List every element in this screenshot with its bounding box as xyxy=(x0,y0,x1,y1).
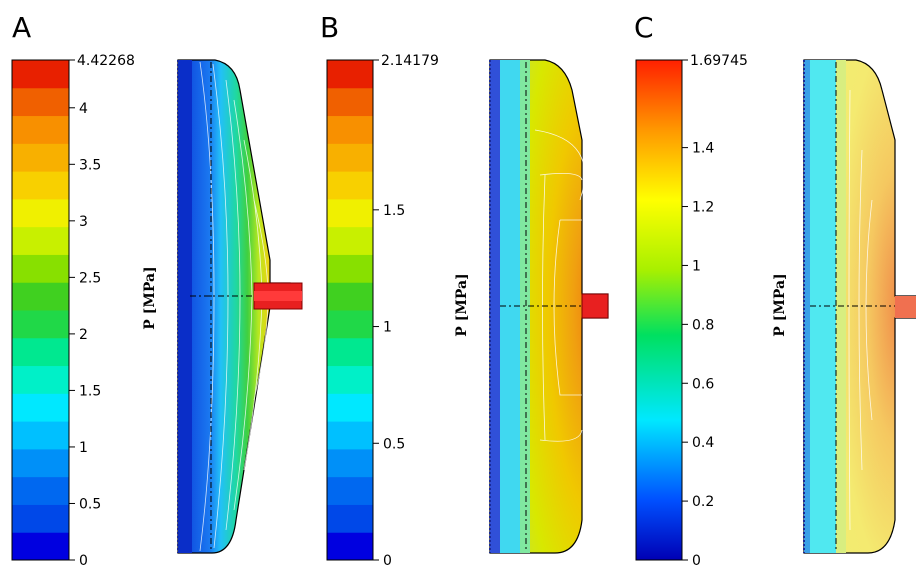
axis-label-a: P [MPa] xyxy=(142,266,158,329)
axis-label-b: P [MPa] xyxy=(454,273,470,336)
colorbar-frame xyxy=(326,59,374,561)
colorbar-step xyxy=(12,282,69,311)
colorbar-step xyxy=(327,282,373,311)
colorbar-step xyxy=(12,115,69,144)
colorbar-tick-label: 2 xyxy=(79,327,88,343)
colorbar-step xyxy=(327,365,373,394)
colorbar-step xyxy=(12,254,69,283)
colorbar-step xyxy=(12,310,69,339)
colorbar-step xyxy=(327,532,373,561)
colorbar-tick-label: 3.5 xyxy=(79,157,101,173)
colorbar-step xyxy=(327,87,373,117)
colorbar-tick-label: 0 xyxy=(692,553,701,569)
colorbar-step xyxy=(327,254,373,283)
colorbar-step xyxy=(327,198,373,228)
colorbar-step xyxy=(12,365,69,394)
colorbar-step xyxy=(12,393,69,422)
colorbar-step xyxy=(12,421,69,450)
colorbar-tick-label: 1 xyxy=(79,440,88,456)
colorbar-tick-label: 0.5 xyxy=(383,436,405,452)
pressure-map-b xyxy=(489,59,609,554)
colorbar-step xyxy=(327,115,373,144)
colorbar-tick-label: 0 xyxy=(383,553,392,569)
axis-label-c: P [MPa] xyxy=(772,273,788,336)
colorbar-step xyxy=(327,421,373,450)
colorbar-step xyxy=(12,337,69,367)
colorbar-step xyxy=(327,310,373,339)
panel-letter-a: A xyxy=(12,11,31,44)
colorbar-b: 2.14179 0 0.5 1 1.5 xyxy=(326,53,439,569)
panel-letter-c: C xyxy=(634,11,654,44)
colorbar-tick-label: 3 xyxy=(79,214,88,230)
colorbar-tick-label: 0.8 xyxy=(692,317,714,333)
colorbar-tick-label: 0.4 xyxy=(692,435,714,451)
pressure-map-c xyxy=(803,59,916,554)
colorbar-step xyxy=(12,143,69,172)
colorbar-tick-label: 0.5 xyxy=(79,496,101,512)
colorbar-step xyxy=(327,393,373,422)
colorbar-step xyxy=(12,532,69,561)
colorbar-c: 1.69745 0 0.2 0.4 0.6 0.8 1 1.2 1.4 xyxy=(635,53,748,569)
colorbar-step xyxy=(12,226,69,255)
colorbar-tick-label: 0 xyxy=(79,553,88,569)
colorbar-step xyxy=(327,504,373,533)
colorbar-frame xyxy=(11,59,70,561)
colorbar-tick-label: 1.4 xyxy=(692,141,714,157)
colorbar-step xyxy=(12,60,69,89)
colorbar-tick-label: 0.6 xyxy=(692,376,714,392)
colorbar-tick-label: 1.5 xyxy=(79,383,101,399)
colorbar-tick-label: 2.5 xyxy=(79,270,101,286)
colorbar-step xyxy=(327,60,373,89)
colorbar-step xyxy=(327,448,373,478)
colorbar-tick-label: 1.2 xyxy=(692,200,714,216)
panel-letter-b: B xyxy=(320,11,339,44)
colorbar-step xyxy=(12,504,69,533)
colorbar-max-label: 1.69745 xyxy=(690,53,748,69)
colorbar-step xyxy=(327,337,373,367)
colorbar-tick-label: 4 xyxy=(79,101,88,117)
colorbar-tick-label: 1 xyxy=(383,320,392,336)
colorbar-step xyxy=(12,476,69,505)
pressure-map-a xyxy=(177,59,303,554)
colorbar-step xyxy=(12,448,69,478)
colorbar-step xyxy=(12,171,69,200)
colorbar-step xyxy=(12,87,69,117)
colorbar-step xyxy=(327,226,373,255)
colorbar-a: 4.42268 0 0.5 1 1.5 2 2.5 3 3.5 4 xyxy=(11,53,135,569)
colorbar-gradient xyxy=(636,60,682,560)
colorbar-frame xyxy=(635,59,683,561)
colorbar-step xyxy=(327,143,373,172)
colorbar-tick-label: 1 xyxy=(692,258,701,274)
colorbar-max-label: 2.14179 xyxy=(381,53,439,69)
colorbar-tick-label: 0.2 xyxy=(692,494,714,510)
colorbar-step xyxy=(12,198,69,228)
colorbar-step xyxy=(327,476,373,505)
colorbar-max-label: 4.42268 xyxy=(77,53,135,69)
colorbar-step xyxy=(327,171,373,200)
colorbar-tick-label: 1.5 xyxy=(383,203,405,219)
